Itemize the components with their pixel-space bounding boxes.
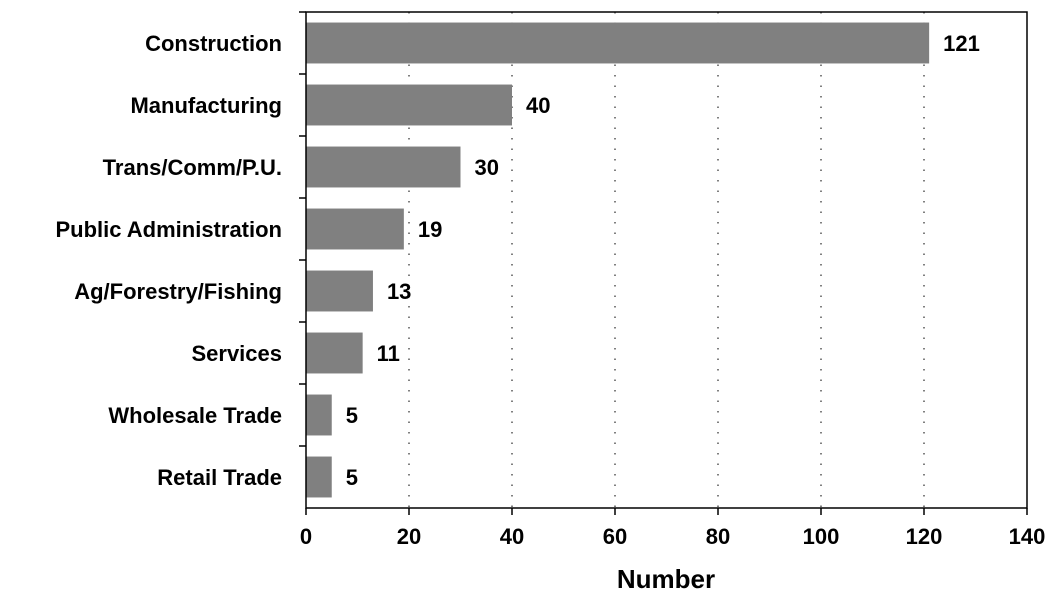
bar [306, 146, 461, 188]
x-tick-label: 140 [1009, 524, 1046, 549]
category-label: Retail Trade [157, 465, 282, 490]
category-label: Public Administration [55, 217, 282, 242]
x-tick-label: 40 [500, 524, 524, 549]
data-label: 13 [387, 279, 411, 304]
data-labels: 121 40 30 19 13 11 5 5 [346, 31, 980, 490]
x-tick-label: 80 [706, 524, 730, 549]
y-axis-category-labels: Construction Manufacturing Trans/Comm/P.U.… [55, 31, 282, 490]
bar [306, 332, 363, 374]
bar [306, 270, 373, 312]
category-label: Services [191, 341, 282, 366]
x-tick-label: 0 [300, 524, 312, 549]
data-label: 19 [418, 217, 442, 242]
category-label: Wholesale Trade [108, 403, 282, 428]
bar [306, 456, 332, 498]
data-label: 30 [475, 155, 499, 180]
bars [306, 22, 930, 498]
bar [306, 394, 332, 436]
x-tick-label: 100 [803, 524, 840, 549]
bar [306, 22, 930, 64]
category-label: Construction [145, 31, 282, 56]
data-label: 40 [526, 93, 550, 118]
data-label: 11 [377, 341, 400, 366]
x-tick-label: 120 [906, 524, 943, 549]
category-label: Trans/Comm/P.U. [103, 155, 282, 180]
data-label: 5 [346, 465, 358, 490]
data-label: 5 [346, 403, 358, 428]
bar [306, 84, 512, 126]
x-tick-label: 60 [603, 524, 627, 549]
data-label: 121 [943, 31, 980, 56]
x-tick-label: 20 [397, 524, 421, 549]
x-axis-title: Number [617, 564, 715, 594]
bar [306, 208, 404, 250]
x-axis: 0 20 40 60 80 100 120 140 [299, 11, 1046, 549]
category-label: Manufacturing [130, 93, 282, 118]
category-label: Ag/Forestry/Fishing [74, 279, 282, 304]
